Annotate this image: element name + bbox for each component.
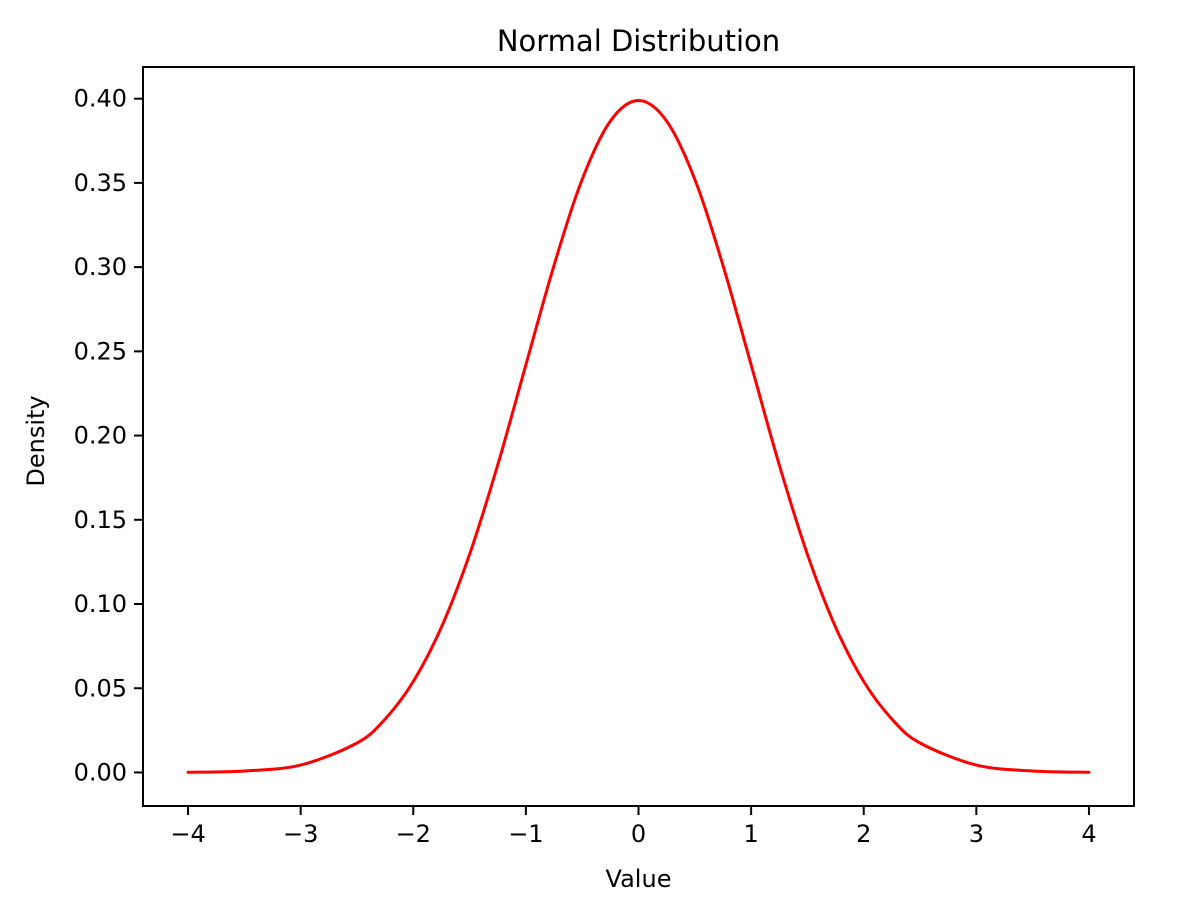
y-tick-label: 0.10: [74, 590, 127, 618]
x-axis: −4 −3 −2 −1 0 1 2 3 4: [170, 806, 1097, 848]
x-tick-label: 2: [856, 820, 871, 848]
y-axis-label: Density: [22, 395, 50, 486]
y-tick-label: 0.25: [74, 337, 127, 365]
x-tick-label: −2: [396, 820, 431, 848]
axes-frame: [142, 66, 1135, 807]
y-tick-label: 0.00: [74, 758, 127, 786]
y-tick-label: 0.30: [74, 253, 127, 281]
x-tick-label: 0: [631, 820, 646, 848]
y-tick-label: 0.05: [74, 674, 127, 702]
x-tick-label: −4: [170, 820, 205, 848]
chart-title: Normal Distribution: [497, 24, 780, 58]
x-tick-label: 1: [743, 820, 758, 848]
x-tick-label: −3: [283, 820, 318, 848]
series-line-0: [186, 99, 1091, 774]
x-tick-label: 4: [1081, 820, 1096, 848]
x-tick-label: −1: [508, 820, 543, 848]
y-tick-label: 0.20: [74, 422, 127, 450]
x-tick-label: 3: [969, 820, 984, 848]
plot-area: [186, 99, 1091, 774]
y-tick-label: 0.40: [74, 85, 127, 113]
x-axis-label: Value: [606, 865, 672, 893]
y-tick-label: 0.15: [74, 506, 127, 534]
y-tick-label: 0.35: [74, 169, 127, 197]
y-axis: 0.00 0.05 0.10 0.15 0.20 0.25 0.30 0.35 0.40: [74, 85, 143, 786]
